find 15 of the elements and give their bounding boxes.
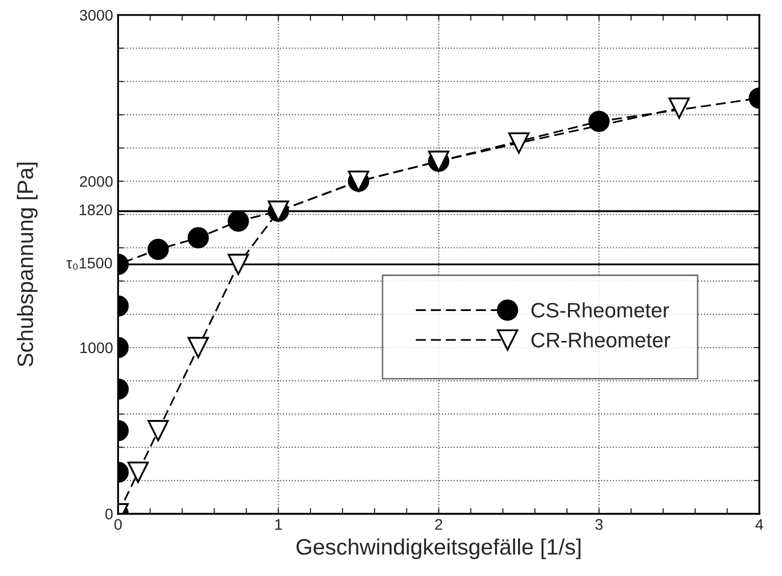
- x-tick-label: 3: [595, 519, 603, 530]
- y-tick-label: 1000: [80, 342, 113, 354]
- x-tick-label: 0: [114, 519, 122, 530]
- y-tick-label: 0: [105, 508, 113, 520]
- x-tick-label: 2: [435, 519, 442, 530]
- y-tick-label: 3000: [80, 10, 113, 21]
- legend-label: CR-Rheometer: [532, 332, 670, 348]
- x-tick-label: 4: [755, 519, 764, 530]
- ref-line-label: 1820: [80, 204, 112, 216]
- legend-label: CS-Rheometer: [532, 302, 670, 318]
- y-axis-title: Schubspannung [Pa]: [16, 162, 38, 367]
- ref-line-label: τ₀1500: [66, 258, 112, 270]
- x-axis-title: Geschwindigkeitsgefälle [1/s]: [296, 538, 580, 560]
- y-tick-label: 2000: [80, 176, 113, 187]
- x-tick-label: 1: [275, 519, 282, 530]
